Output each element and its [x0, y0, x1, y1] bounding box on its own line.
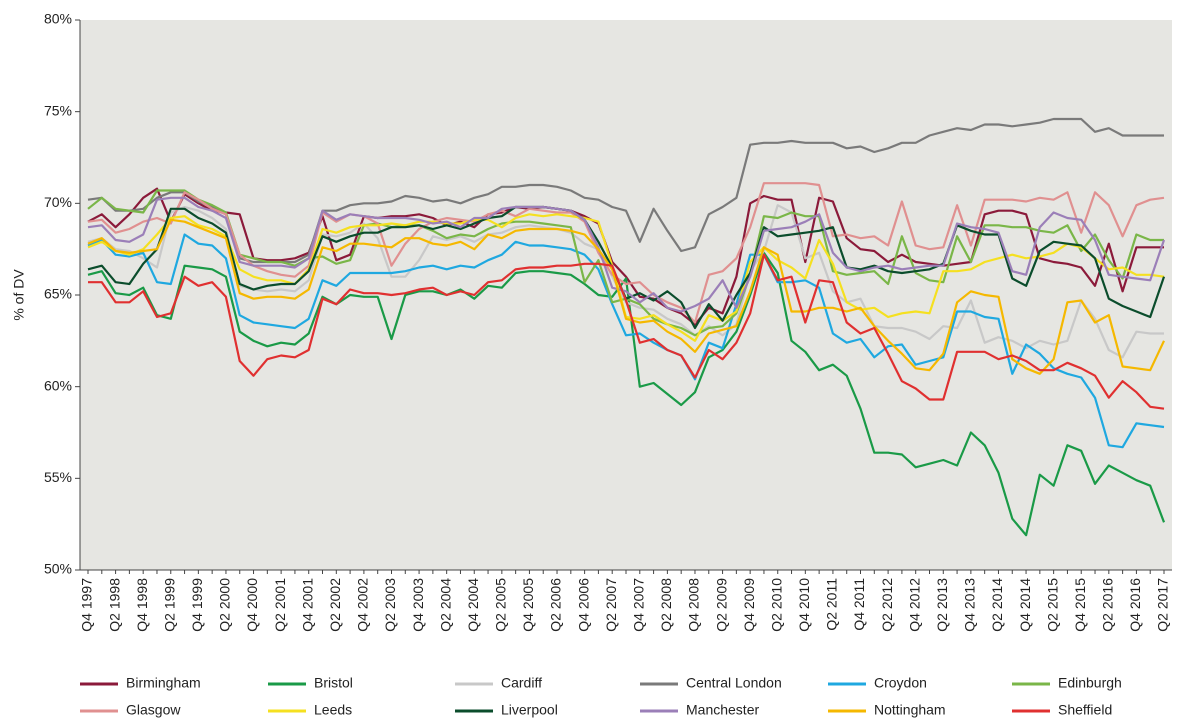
x-tick-label: Q4 2015 — [1072, 578, 1088, 632]
x-tick-label: Q2 2002 — [327, 578, 343, 632]
x-tick-label: Q2 2017 — [1155, 578, 1171, 632]
x-tick-label: Q2 2014 — [989, 578, 1005, 632]
x-tick-label: Q4 2013 — [962, 578, 978, 632]
x-tick-label: Q2 2010 — [768, 578, 784, 632]
legend-label: Cardiff — [501, 675, 542, 691]
x-tick-label: Q2 2000 — [217, 578, 233, 632]
legend-label: Central London — [686, 675, 782, 691]
series-line — [87, 182, 1165, 324]
y-tick-label: 70% — [44, 194, 72, 210]
x-tick-label: Q4 1997 — [79, 578, 95, 632]
x-tick-label: Q4 1998 — [134, 578, 150, 632]
x-tick-label: Q2 2003 — [382, 578, 398, 632]
x-tick-label: Q2 2004 — [437, 578, 453, 632]
x-tick-label: Q2 2009 — [713, 578, 729, 632]
legend-label: Glasgow — [126, 702, 181, 718]
x-tick-label: Q4 2000 — [244, 578, 260, 632]
x-tick-label: Q2 2005 — [493, 578, 509, 632]
legend-label: Sheffield — [1058, 702, 1112, 718]
legend-label: Birmingham — [126, 675, 201, 691]
series-line — [87, 233, 1165, 449]
x-tick-label: Q2 2008 — [658, 578, 674, 632]
x-tick-label: Q2 1998 — [106, 578, 122, 632]
x-tick-label: Q2 2012 — [879, 578, 895, 632]
legend-label: Liverpool — [501, 702, 558, 718]
x-tick-label: Q2 2015 — [1044, 578, 1060, 632]
x-tick-label: Q2 2001 — [272, 578, 288, 632]
x-tick-label: Q4 1999 — [189, 578, 205, 632]
x-tick-label: Q4 2009 — [741, 578, 757, 632]
legend-label: Manchester — [686, 702, 759, 718]
y-tick-label: 55% — [44, 469, 72, 485]
legend-label: Edinburgh — [1058, 675, 1122, 691]
series-line — [87, 251, 1166, 537]
x-tick-label: Q2 2011 — [824, 578, 840, 631]
x-tick-label: Q4 2001 — [299, 578, 315, 632]
series-line — [87, 196, 1166, 313]
x-tick-label: Q4 2008 — [686, 578, 702, 632]
y-tick-label: 75% — [44, 102, 72, 118]
x-tick-label: Q2 1999 — [161, 578, 177, 632]
y-tick-label: 50% — [44, 561, 72, 577]
series-line — [87, 187, 1164, 326]
legend-label: Bristol — [314, 675, 353, 691]
y-tick-label: 80% — [44, 11, 72, 27]
x-tick-label: Q4 2012 — [906, 578, 922, 632]
x-tick-label: Q4 2014 — [1017, 578, 1033, 632]
x-tick-label: Q4 2004 — [465, 578, 481, 632]
y-tick-label: 65% — [44, 286, 72, 302]
x-tick-label: Q2 2007 — [603, 578, 619, 632]
x-tick-label: Q4 2005 — [520, 578, 536, 632]
y-tick-label: 60% — [44, 377, 72, 393]
x-tick-label: Q4 2002 — [355, 578, 371, 632]
legend-label: Leeds — [314, 702, 352, 718]
series-line — [88, 253, 1165, 410]
x-tick-label: Q4 2011 — [851, 578, 867, 631]
x-tick-label: Q2 2006 — [548, 578, 564, 632]
legend-label: Nottingham — [874, 702, 946, 718]
legend-label: Croydon — [874, 675, 927, 691]
x-tick-label: Q4 2016 — [1127, 578, 1143, 632]
x-tick-label: Q4 2006 — [575, 578, 591, 632]
x-tick-label: Q4 2003 — [410, 578, 426, 632]
x-tick-label: Q2 2016 — [1100, 578, 1116, 632]
series-line — [87, 218, 1165, 375]
x-tick-label: Q4 2010 — [796, 578, 812, 632]
x-tick-label: Q4 2007 — [630, 578, 646, 632]
x-tick-label: Q2 2013 — [934, 578, 950, 632]
y-axis-label: % of DV — [11, 269, 27, 321]
